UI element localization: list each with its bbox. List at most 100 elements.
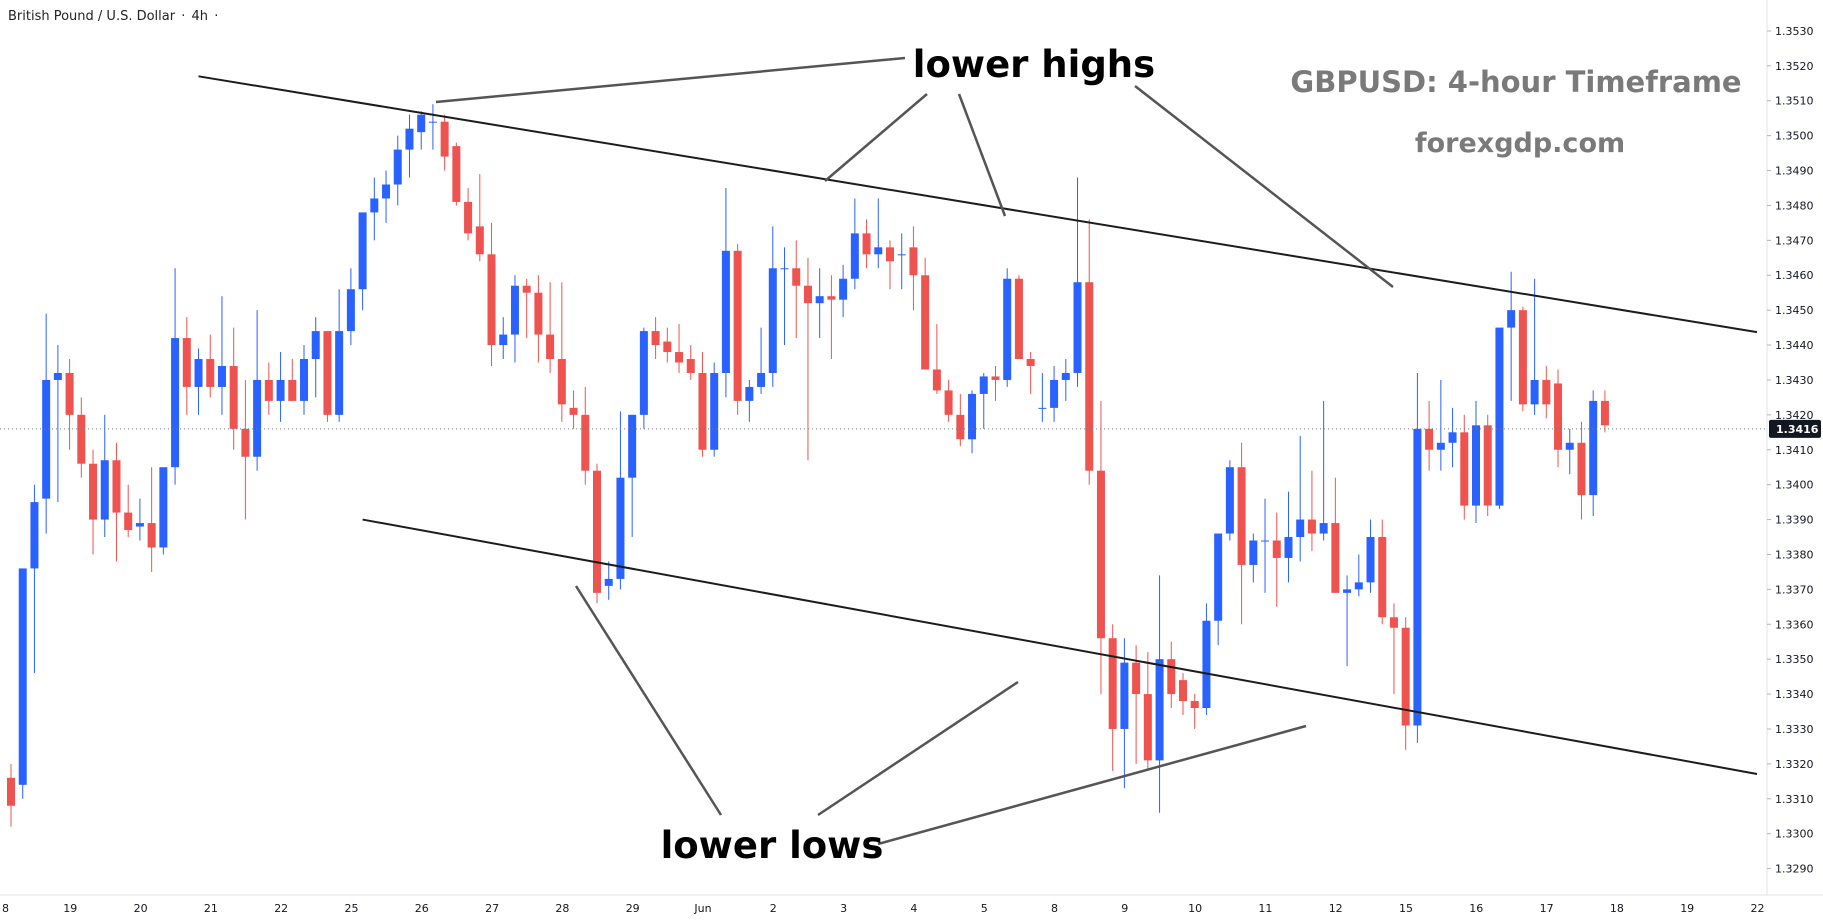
candle — [721, 187, 730, 398]
candle-body — [1460, 432, 1469, 506]
candle — [1343, 575, 1352, 667]
candle — [1179, 673, 1187, 716]
candle-body — [358, 212, 367, 290]
candle-body — [194, 359, 203, 387]
price-tick-label: 1.3490 — [1775, 165, 1814, 178]
symbol-name[interactable]: British Pound / U.S. Dollar — [8, 9, 176, 24]
candle — [1026, 352, 1035, 394]
price-tick-label: 1.3370 — [1775, 583, 1814, 596]
candle — [1378, 519, 1387, 625]
candle-body — [1085, 282, 1094, 471]
candle — [710, 362, 719, 457]
candle — [956, 393, 965, 447]
candle — [1577, 421, 1586, 520]
candle-body — [546, 334, 555, 360]
candle — [135, 498, 144, 541]
candle — [839, 264, 848, 318]
candle-body — [452, 146, 461, 202]
candle-body — [206, 359, 215, 387]
candle — [147, 467, 156, 572]
candle — [1319, 400, 1328, 541]
time-tick-label: 19 — [63, 902, 77, 915]
candle-body — [1061, 372, 1070, 380]
candle-body — [182, 338, 191, 387]
candle — [1589, 390, 1598, 517]
candle — [1483, 414, 1492, 517]
candle-body — [171, 338, 180, 468]
time-tick-label: 5 — [981, 902, 988, 915]
interval-label[interactable]: 4h — [191, 9, 209, 24]
candle — [581, 386, 590, 485]
candle — [77, 397, 86, 478]
candle-body — [1425, 428, 1434, 450]
candle-body — [1296, 519, 1305, 538]
candle-body — [300, 359, 308, 401]
candle — [1565, 428, 1574, 475]
annotation-pointer — [574, 585, 723, 816]
candle — [393, 135, 402, 206]
candle — [698, 352, 707, 457]
candle — [1249, 533, 1258, 583]
header-separator: · — [181, 9, 186, 24]
candle — [276, 352, 285, 422]
candle — [100, 414, 109, 538]
candle-body — [253, 379, 262, 457]
candle-body — [932, 369, 941, 391]
candle — [968, 390, 977, 454]
candle — [639, 327, 648, 429]
annotation-pointer — [435, 56, 906, 104]
candle-body — [1483, 425, 1492, 506]
candle — [499, 317, 508, 360]
candle — [1284, 491, 1293, 583]
candle-body — [909, 247, 918, 276]
candle — [487, 222, 496, 366]
header-dot: · — [214, 9, 219, 24]
candle — [932, 324, 941, 394]
candle-body — [1237, 467, 1246, 565]
candle — [1214, 533, 1223, 646]
candle — [124, 484, 133, 538]
candle-body — [7, 777, 15, 806]
candle-body — [1401, 627, 1410, 726]
time-tick-label: 3 — [840, 902, 847, 915]
price-tick-label: 1.3520 — [1775, 60, 1814, 73]
candle-body — [217, 365, 226, 387]
candle-body — [147, 523, 156, 548]
candle-body — [792, 268, 801, 286]
time-tick-label: 9 — [1121, 902, 1128, 915]
candle-body — [710, 372, 719, 450]
candle — [229, 327, 238, 450]
candle-body — [1436, 442, 1445, 450]
candle — [42, 313, 51, 534]
candle — [1003, 268, 1012, 387]
candle-body — [1343, 589, 1352, 593]
trendlines-layer — [198, 75, 1758, 775]
candle — [803, 257, 812, 461]
candle-body — [335, 331, 344, 415]
candle — [593, 463, 601, 604]
candle-body — [264, 379, 273, 401]
time-tick-label: 10 — [1188, 902, 1202, 915]
candle-body — [780, 268, 789, 270]
candle-body — [499, 334, 508, 346]
time-tick-label: 27 — [485, 902, 499, 915]
candle — [1518, 306, 1527, 412]
text-layer: GBPUSD: 4-hour Timeframe forexgdp.com lowe… — [661, 43, 1742, 867]
candle-body — [1307, 519, 1316, 534]
candle — [288, 359, 297, 401]
candle-body — [18, 568, 27, 785]
candle-body — [698, 372, 707, 450]
candle — [757, 327, 766, 394]
candle-body — [1225, 467, 1234, 534]
candle-body — [1143, 694, 1152, 761]
candle-body — [534, 292, 543, 335]
candle — [1155, 575, 1164, 813]
price-tick-label: 1.3470 — [1775, 234, 1814, 247]
candle — [323, 331, 332, 422]
candle-body — [979, 376, 988, 394]
candle-body — [897, 254, 906, 256]
candle — [1167, 641, 1176, 709]
price-tick-label: 1.3480 — [1775, 199, 1814, 212]
last-price-tag — [1769, 419, 1821, 438]
